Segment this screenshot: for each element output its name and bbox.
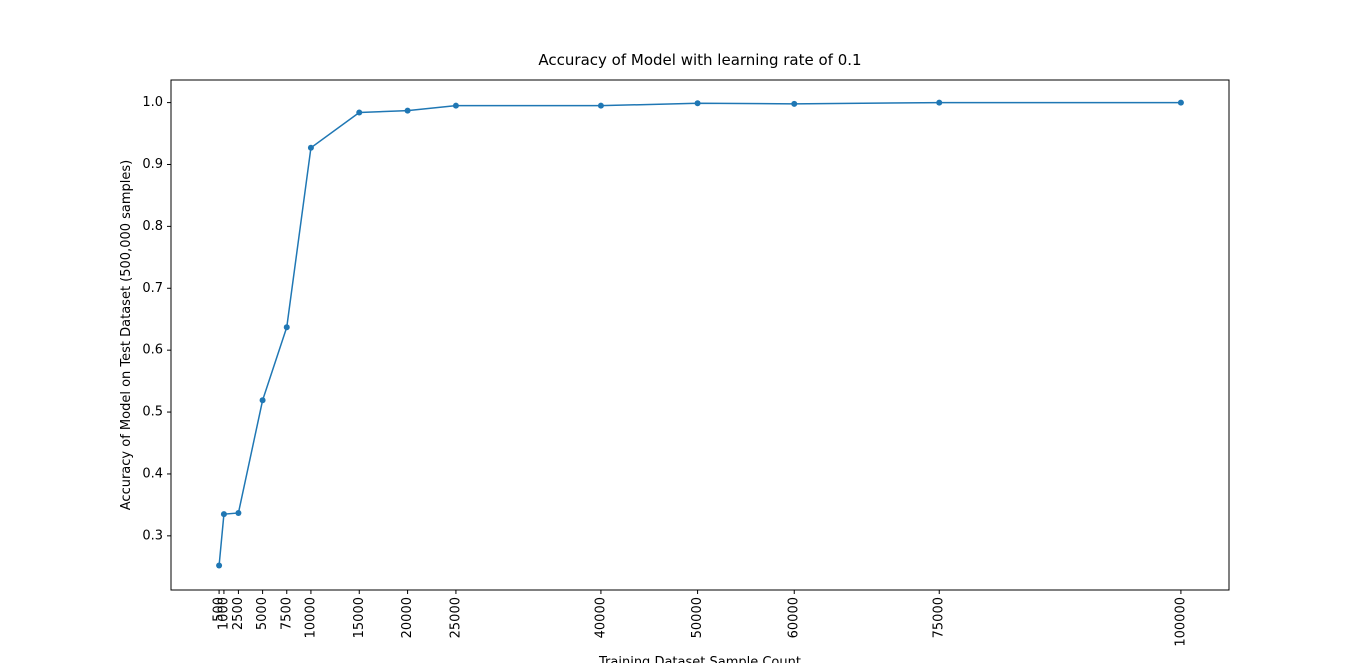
x-tick-label: 20000: [400, 597, 415, 638]
point: [307, 144, 314, 151]
y-axis-label: Accuracy of Model on Test Dataset (500,0…: [119, 160, 134, 510]
point: [1177, 99, 1184, 106]
x-tick-label: 25000: [448, 597, 463, 638]
line: [218, 101, 1181, 566]
y-tick-label: 0.8: [142, 219, 163, 234]
x-tick-label: 10000: [303, 597, 318, 638]
x-axis-label: Training Dataset Sample Count: [598, 655, 801, 663]
point: [216, 562, 223, 569]
point: [283, 324, 290, 331]
x-tick-label: 7500: [279, 597, 294, 630]
y-tick-label: 0.6: [142, 343, 163, 358]
y-tick-label: 0.4: [142, 466, 163, 481]
chart-title: Accuracy of Model with learning rate of …: [538, 51, 861, 69]
x-tick-label: 2500: [231, 597, 246, 630]
x-tick-label: 75000: [932, 597, 947, 638]
y-tick-label: 0.3: [142, 528, 163, 543]
x-tick-label: 60000: [787, 597, 802, 638]
point: [694, 100, 701, 107]
point: [259, 397, 266, 404]
point: [235, 509, 242, 516]
point: [404, 107, 411, 114]
x-tick-label: 500: [212, 597, 227, 622]
axes-frame: [170, 79, 1230, 591]
x-tick-label: 100000: [1173, 597, 1188, 647]
point: [452, 102, 459, 109]
y-tick-label: 0.5: [142, 405, 163, 420]
x-tick-label: 1000: [216, 597, 231, 630]
x-tick-label: 50000: [690, 597, 705, 638]
point: [936, 99, 943, 106]
point: [356, 109, 363, 116]
x-tick-label: 40000: [593, 597, 608, 638]
x-tick-label: 15000: [352, 597, 367, 638]
y-tick-label: 0.7: [142, 281, 163, 296]
x-tick-label: 5000: [255, 597, 270, 630]
y-tick-label: 1.0: [142, 95, 163, 110]
point: [597, 102, 604, 109]
point: [220, 511, 227, 518]
point: [791, 100, 798, 107]
y-tick-label: 0.9: [142, 157, 163, 172]
